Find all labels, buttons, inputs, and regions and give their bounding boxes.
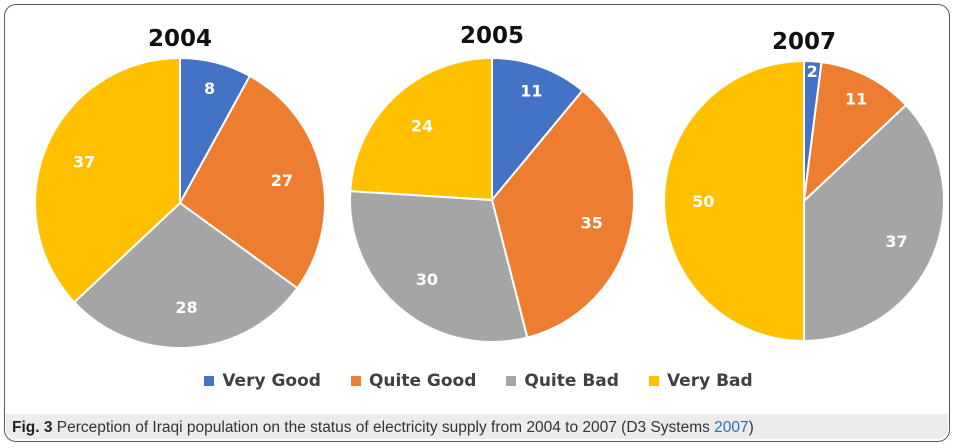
data-label: 50 xyxy=(692,192,714,211)
pie-title: 2004 xyxy=(148,26,212,52)
pie-slice xyxy=(72,201,299,350)
legend: Very Good Quite Good Quite Bad Very Bad xyxy=(0,371,957,391)
pie-slice xyxy=(802,60,908,204)
figure-caption: Fig. 3 Perception of Iraqi population on… xyxy=(12,419,754,437)
legend-item: Quite Bad xyxy=(506,371,619,391)
pie-slice xyxy=(349,56,493,202)
pie-title: 2005 xyxy=(460,23,524,49)
data-label: 30 xyxy=(416,270,438,289)
caption-bar xyxy=(6,414,948,439)
legend-item: Very Bad xyxy=(648,371,753,391)
legend-swatch xyxy=(506,376,517,386)
legend-item: Quite Good xyxy=(350,371,477,391)
data-label: 11 xyxy=(520,81,542,100)
pie-slice xyxy=(34,56,181,304)
caption-end: ) xyxy=(748,419,754,436)
pie-slice xyxy=(490,89,635,339)
pie-slice xyxy=(349,190,529,343)
pie-slice xyxy=(491,56,584,203)
figure-frame xyxy=(4,4,950,442)
legend-swatch xyxy=(204,376,215,386)
pie-2004: 2004 8 27 28 37 xyxy=(34,26,326,350)
data-label: 2 xyxy=(807,62,818,81)
data-label: 28 xyxy=(175,298,197,317)
caption-ref-link[interactable]: 2007 xyxy=(714,419,749,436)
pie-slice xyxy=(663,59,805,343)
legend-label: Very Bad xyxy=(666,371,753,391)
data-label: 11 xyxy=(845,90,867,109)
legend-label: Quite Bad xyxy=(524,371,619,391)
pie-2005: 2005 11 35 30 24 xyxy=(349,23,635,343)
data-label: 8 xyxy=(204,79,215,98)
legend-swatch xyxy=(648,376,659,386)
pie-title: 2007 xyxy=(772,29,836,55)
pie-slice xyxy=(178,74,326,290)
legend-item: Very Good xyxy=(204,371,321,391)
data-label: 24 xyxy=(411,116,433,135)
caption-label: Fig. 3 xyxy=(12,419,53,436)
legend-swatch xyxy=(350,376,361,386)
legend-label: Very Good xyxy=(222,371,321,391)
data-label: 27 xyxy=(271,171,293,190)
data-label: 37 xyxy=(885,232,907,251)
pie-slice xyxy=(803,103,946,343)
caption-text: Perception of Iraqi population on the st… xyxy=(52,419,715,436)
data-label: 37 xyxy=(73,153,95,172)
legend-label: Quite Good xyxy=(368,371,477,391)
data-label: 35 xyxy=(581,213,603,232)
pie-2007: 2007 2 11 37 50 xyxy=(663,29,946,343)
pie-charts: 2004 8 27 28 37 2005 11 35 30 24 2007 2 11 37 50 xyxy=(34,23,946,350)
